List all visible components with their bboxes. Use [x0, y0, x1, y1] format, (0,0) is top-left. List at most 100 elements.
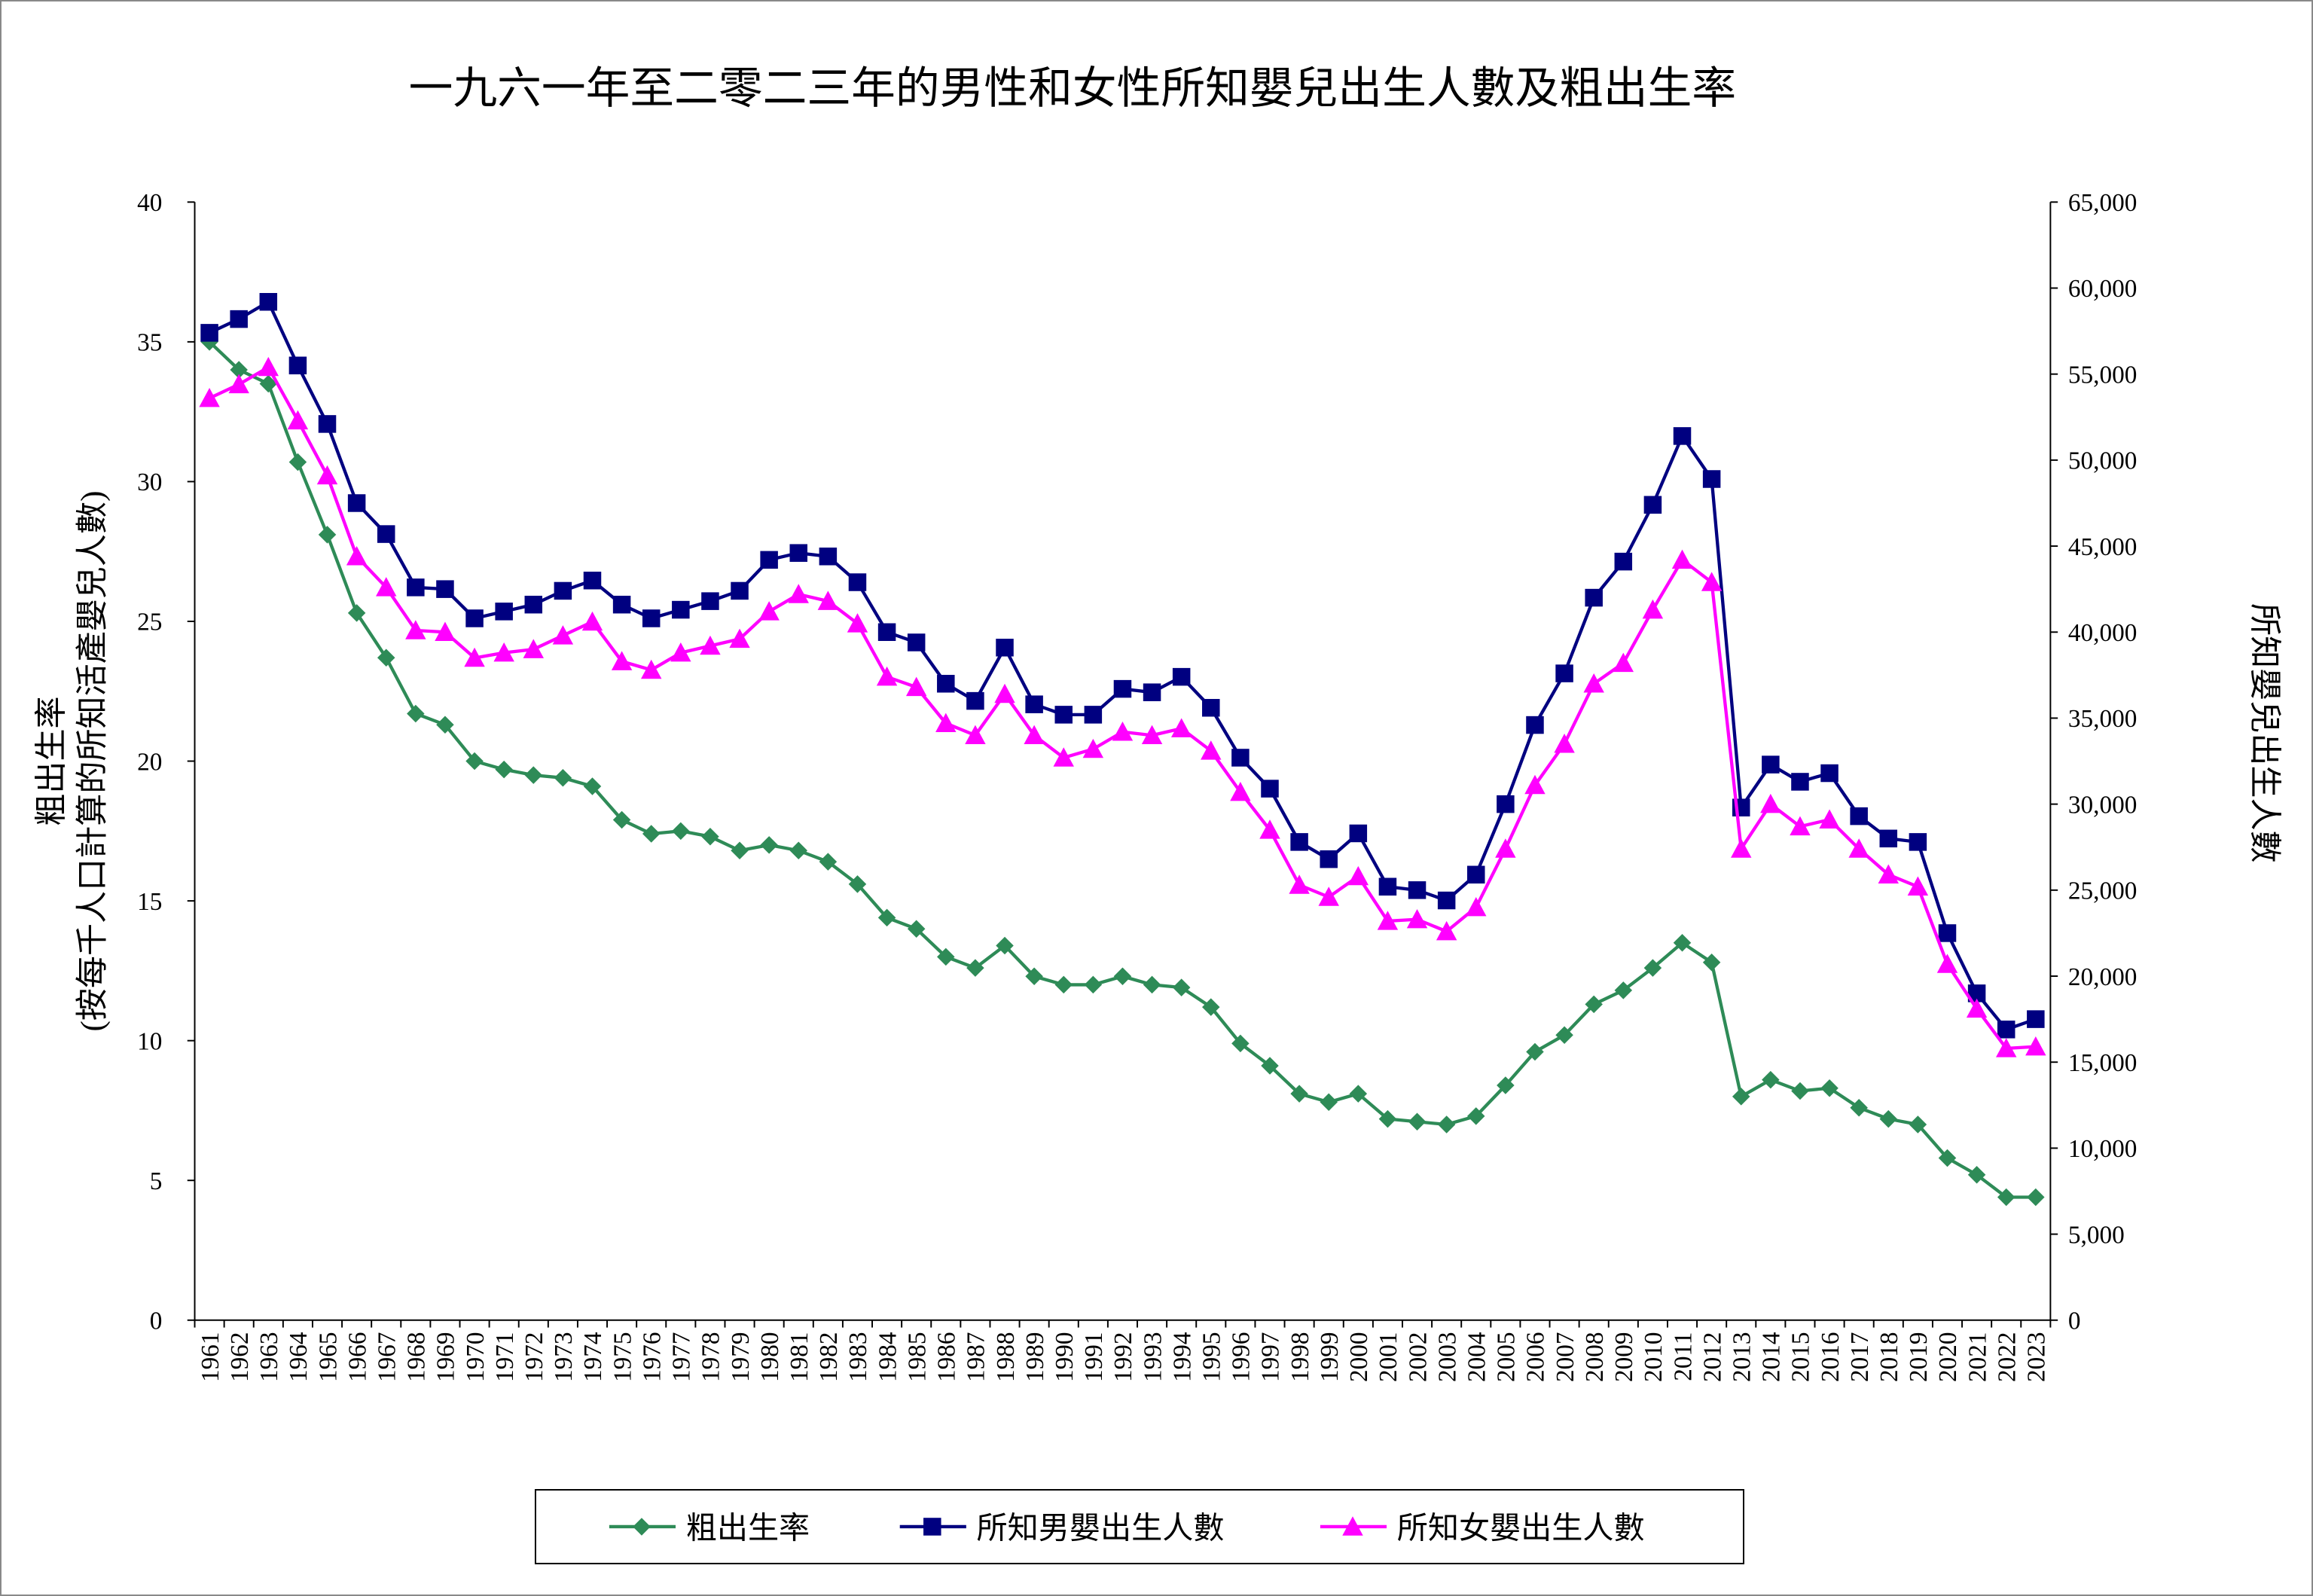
- y-axis-label: 粗出生率: [33, 696, 69, 825]
- x-tick-label: 2016: [1817, 1332, 1845, 1382]
- data-point: [377, 525, 395, 543]
- data-point: [1231, 749, 1250, 767]
- data-point: [464, 647, 485, 667]
- data-point: [1318, 886, 1339, 906]
- data-point: [612, 595, 631, 614]
- data-point: [1113, 679, 1132, 698]
- x-tick-label: 2003: [1433, 1332, 1461, 1382]
- data-point: [259, 374, 278, 393]
- data-point: [1202, 698, 1220, 717]
- data-point: [1141, 725, 1163, 745]
- data-point: [1347, 865, 1369, 886]
- data-point: [1585, 995, 1603, 1014]
- data-point: [1878, 864, 1899, 884]
- x-tick-label: 1970: [462, 1332, 490, 1382]
- data-point: [552, 625, 574, 645]
- x-tick-label: 2012: [1698, 1332, 1726, 1382]
- data-point: [1673, 934, 1692, 952]
- x-tick-label: 2009: [1610, 1332, 1638, 1382]
- y2-tick-label: 15,000: [2068, 1049, 2138, 1077]
- x-tick-label: 1966: [343, 1332, 371, 1382]
- series-3: [199, 356, 2046, 1057]
- data-point: [1024, 725, 1045, 745]
- data-point: [1936, 954, 1958, 973]
- chart-title: 一九六一年至二零二三年的男性和女性所知嬰兒出生人數及粗出生率: [409, 64, 1737, 113]
- x-tick-label: 2002: [1404, 1332, 1432, 1382]
- data-point: [1762, 755, 1780, 774]
- data-point: [877, 623, 896, 642]
- data-point: [1261, 780, 1279, 798]
- x-tick-label: 1981: [786, 1332, 813, 1382]
- legend: 粗出生率 所知男嬰出生人數 所知女嬰出生人數: [534, 1489, 1744, 1564]
- data-point: [966, 691, 984, 710]
- data-point: [729, 628, 750, 648]
- data-point: [200, 324, 218, 342]
- data-point: [259, 293, 278, 311]
- legend-marker: [923, 1518, 941, 1536]
- data-point: [1879, 829, 1898, 848]
- data-point: [1820, 764, 1838, 783]
- x-tick-label: 1998: [1286, 1332, 1314, 1382]
- data-point: [1967, 984, 1986, 1002]
- data-point: [1643, 496, 1662, 514]
- data-point: [258, 356, 279, 377]
- data-point: [1671, 549, 1693, 569]
- data-point: [405, 620, 426, 639]
- data-point: [1437, 1115, 1456, 1134]
- y-tick-label: 10: [137, 1027, 162, 1055]
- x-tick-label: 1978: [697, 1332, 725, 1382]
- data-point: [1909, 833, 1927, 851]
- x-tick-label: 1999: [1316, 1332, 1344, 1382]
- y2-tick-label: 65,000: [2068, 189, 2138, 217]
- data-point: [1524, 774, 1546, 795]
- data-point: [1790, 816, 1811, 836]
- y2-tick-label: 10,000: [2068, 1135, 2138, 1163]
- data-point: [1731, 838, 1752, 858]
- x-tick-label: 2017: [1846, 1332, 1874, 1382]
- legend-marker: [1342, 1516, 1363, 1536]
- data-point: [1437, 891, 1456, 910]
- data-point: [701, 592, 719, 610]
- x-tick-label: 1995: [1198, 1332, 1226, 1382]
- data-point: [1495, 838, 1516, 858]
- x-tick-label: 1985: [903, 1332, 931, 1382]
- y-tick-label: 15: [137, 888, 162, 916]
- data-point: [554, 769, 572, 787]
- data-point: [788, 584, 809, 603]
- data-point: [1172, 667, 1191, 686]
- x-tick-label: 2019: [1905, 1332, 1933, 1382]
- data-point: [347, 604, 366, 622]
- legend-item: 所知男嬰出生人數: [899, 1511, 1224, 1546]
- data-point: [1585, 588, 1603, 607]
- data-point: [1202, 998, 1220, 1016]
- data-point: [789, 544, 808, 562]
- x-tick-label: 1983: [844, 1332, 872, 1382]
- x-tick-label: 1965: [314, 1332, 342, 1382]
- x-tick-label: 2015: [1787, 1332, 1815, 1382]
- data-point: [1408, 1112, 1427, 1131]
- data-point: [700, 635, 721, 655]
- x-tick-label: 2011: [1669, 1332, 1697, 1381]
- data-point: [2027, 1010, 2045, 1028]
- x-tick-label: 1968: [403, 1332, 431, 1382]
- y2-tick-label: 0: [2068, 1308, 2081, 1335]
- data-point: [199, 387, 220, 407]
- data-point: [905, 676, 927, 697]
- x-tick-label: 2021: [1964, 1332, 1991, 1382]
- data-point: [228, 374, 249, 394]
- data-point: [1143, 975, 1161, 994]
- data-point: [611, 651, 633, 670]
- data-point: [407, 704, 425, 723]
- data-point: [1938, 924, 1957, 942]
- data-point: [1320, 850, 1338, 868]
- x-tick-label: 1963: [255, 1332, 283, 1382]
- data-point: [1289, 874, 1310, 894]
- data-point: [1997, 1188, 2015, 1207]
- data-point: [817, 590, 839, 610]
- data-point: [435, 621, 456, 642]
- data-point: [935, 713, 957, 733]
- y-axis-sublabel: (按每千人口計算的所知活產嬰兒人數): [75, 491, 111, 1032]
- data-point: [1408, 881, 1427, 899]
- data-point: [731, 841, 749, 860]
- data-point: [288, 453, 307, 471]
